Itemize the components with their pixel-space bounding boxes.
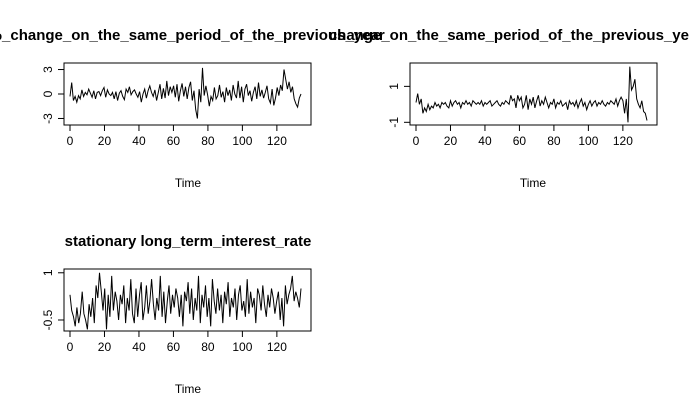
y-tick-label: 0	[41, 90, 55, 97]
x-tick-label: 80	[201, 340, 215, 354]
chart-panel-interest-rate: stationary long_term_interest_rate 0 20 40…	[41, 233, 312, 396]
x-tick-label: 100	[232, 134, 252, 148]
x-tick-label: 120	[613, 134, 633, 148]
y-tick-label: -0.5	[41, 309, 55, 330]
x-tick-label: 0	[67, 340, 74, 354]
x-tick-label: 120	[267, 134, 287, 148]
y-tick-label: -1	[387, 117, 401, 128]
plot-frame	[63, 268, 312, 332]
x-tick-label: 80	[201, 134, 215, 148]
series-line	[69, 272, 302, 330]
x-tick-label: 20	[98, 134, 112, 148]
y-tick-label: -3	[41, 113, 55, 124]
x-tick-label: 0	[67, 134, 74, 148]
x-tick-label: 40	[478, 134, 492, 148]
x-tick-label: 60	[513, 134, 527, 148]
series-line	[69, 67, 302, 119]
chart-panel-change: change_on_the_same_period_of_the_previou…	[329, 27, 689, 190]
plot-frame	[409, 62, 658, 126]
x-tick-label: 80	[547, 134, 561, 148]
x-tick-label: 40	[132, 340, 146, 354]
chart-title: CPI_%_change_on_the_same_period_of_the_p…	[0, 27, 385, 44]
x-axis-label: Time	[175, 176, 202, 190]
x-tick-label: 100	[232, 340, 252, 354]
x-tick-label: 60	[167, 340, 181, 354]
y-tick-label: 1	[41, 269, 55, 276]
series-line	[415, 66, 648, 123]
chart-title: stationary long_term_interest_rate	[65, 233, 312, 250]
x-tick-label: 120	[267, 340, 287, 354]
y-tick-label: 1	[387, 83, 401, 90]
chart-panel-cpi: CPI_%_change_on_the_same_period_of_the_p…	[0, 27, 385, 190]
x-tick-label: 0	[413, 134, 420, 148]
chart-title: change_on_the_same_period_of_the_previou…	[329, 27, 689, 44]
x-tick-label: 60	[167, 134, 181, 148]
x-tick-label: 40	[132, 134, 146, 148]
x-tick-label: 20	[98, 340, 112, 354]
x-tick-label: 100	[578, 134, 598, 148]
y-tick-label: 3	[41, 66, 55, 73]
x-axis-label: Time	[175, 382, 202, 396]
x-axis-label: Time	[520, 176, 547, 190]
x-tick-label: 20	[444, 134, 458, 148]
